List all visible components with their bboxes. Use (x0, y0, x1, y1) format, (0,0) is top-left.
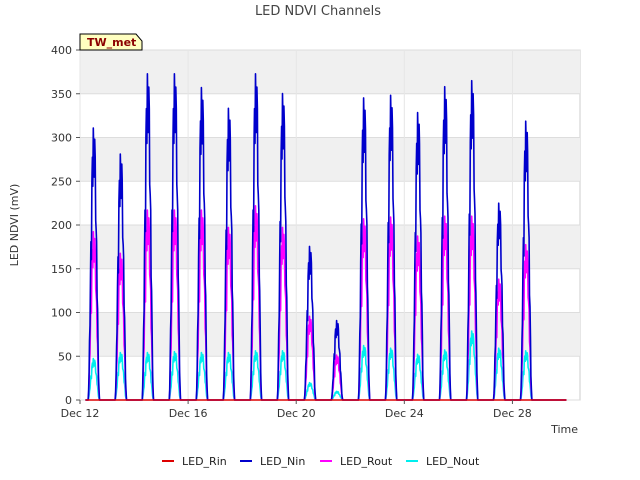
y-ticks: 0 50 100 150 200 250 300 350 400 (51, 44, 80, 407)
x-axis-label: Time (550, 423, 578, 436)
y-tick-label: 250 (51, 175, 72, 188)
x-tick-label: Dec 28 (493, 407, 532, 420)
x-tick-label: Dec 24 (385, 407, 424, 420)
legend: LED_Rin LED_Nin LED_Rout LED_Nout (162, 455, 480, 468)
y-tick-label: 100 (51, 307, 72, 320)
site-tag-label: TW_met (87, 36, 136, 49)
x-ticks: Dec 12 Dec 16 Dec 20 Dec 24 Dec 28 (61, 400, 532, 420)
legend-label: LED_Rout (340, 455, 393, 468)
x-tick-label: Dec 12 (61, 407, 100, 420)
legend-label: LED_Nin (260, 455, 305, 468)
y-tick-label: 150 (51, 263, 72, 276)
site-tag: TW_met (79, 33, 143, 51)
y-axis-label: LED NDVI (mV) (8, 184, 21, 267)
site-tag-box (79, 33, 143, 51)
grid-band (80, 50, 580, 94)
series-group (85, 73, 567, 401)
grid-band (80, 225, 580, 269)
y-tick-label: 400 (51, 44, 72, 57)
grid-band (80, 137, 580, 182)
y-tick-label: 50 (58, 350, 72, 363)
y-tick-label: 200 (51, 219, 72, 232)
legend-label: LED_Nout (426, 455, 480, 468)
legend-label: LED_Rin (182, 455, 227, 468)
x-tick-label: Dec 16 (169, 407, 208, 420)
chart-title: LED NDVI Channels (255, 4, 381, 19)
x-tick-label: Dec 20 (277, 407, 316, 420)
y-tick-label: 350 (51, 88, 72, 101)
y-tick-label: 0 (65, 394, 72, 407)
grid-band (80, 312, 580, 357)
y-tick-label: 300 (51, 132, 72, 145)
